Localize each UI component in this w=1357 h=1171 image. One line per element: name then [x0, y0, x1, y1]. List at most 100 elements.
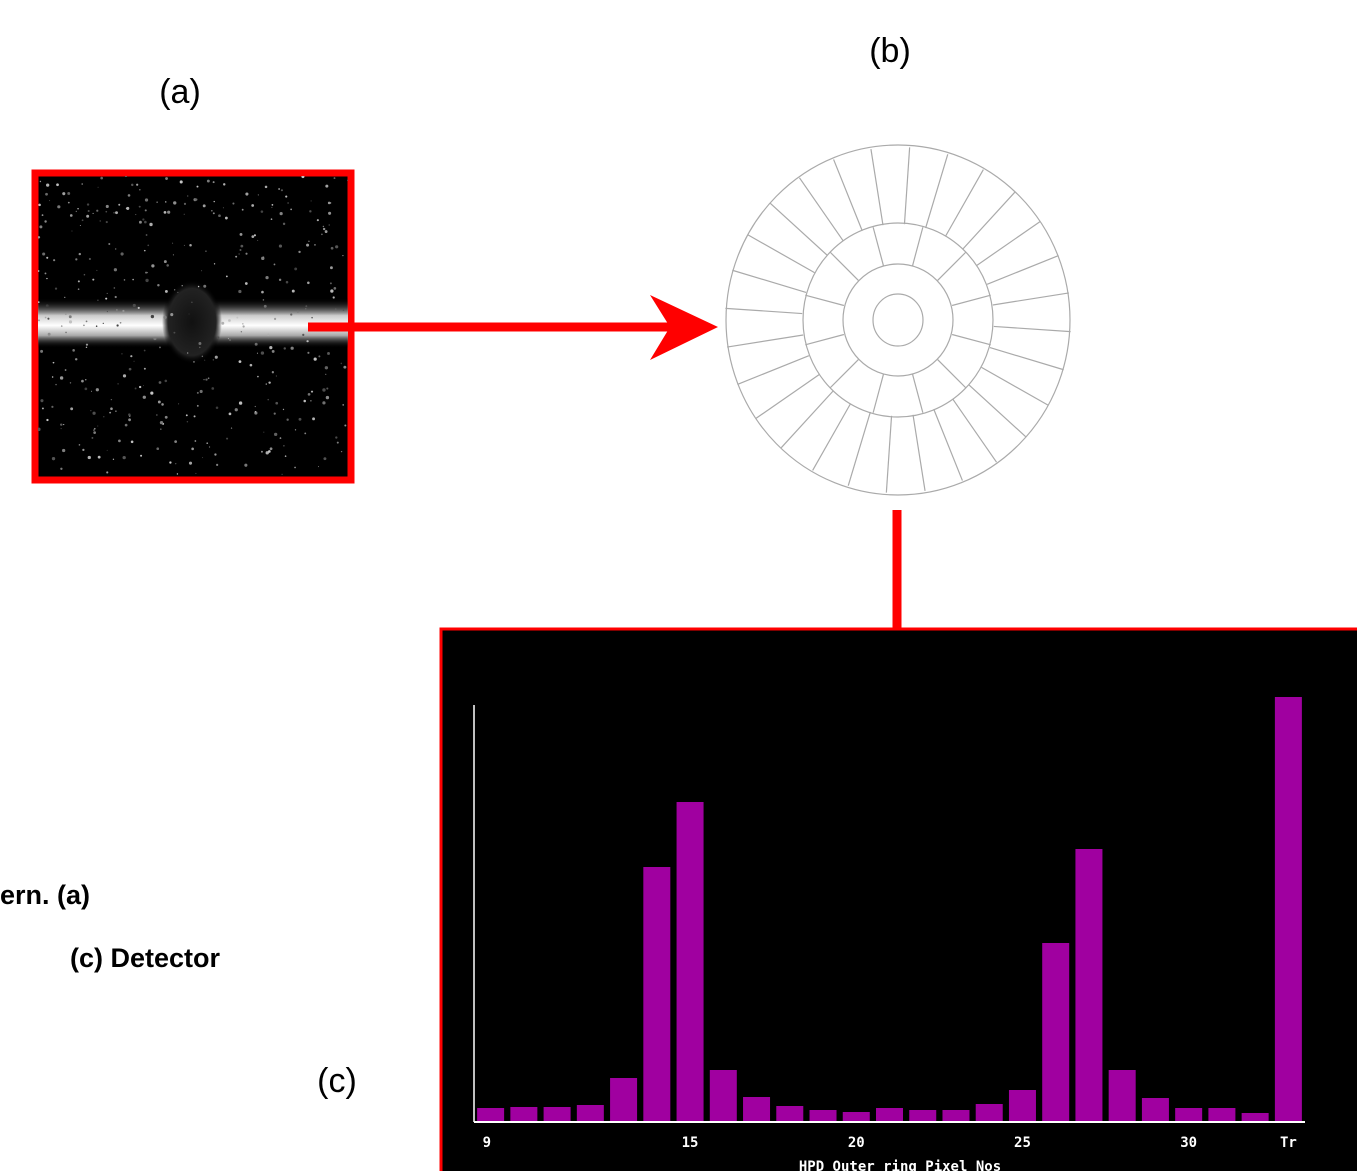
- speckle: [157, 284, 159, 286]
- speckle: [308, 393, 311, 396]
- speckle: [228, 338, 229, 339]
- speckle: [64, 297, 65, 298]
- speckle: [226, 438, 228, 440]
- speckle: [175, 463, 176, 464]
- speckle: [85, 379, 86, 380]
- speckle: [195, 473, 196, 474]
- speckle: [228, 319, 231, 322]
- panel-label: (b): [869, 32, 911, 70]
- speckle: [250, 364, 253, 367]
- speckle: [214, 263, 215, 264]
- segment-edge: [912, 374, 922, 413]
- segment-edge: [873, 227, 883, 266]
- x-tick-label: 30: [1180, 1135, 1197, 1151]
- speckle: [206, 442, 208, 444]
- speckle: [79, 444, 81, 446]
- segment-edge: [952, 334, 991, 344]
- speckle: [203, 285, 206, 288]
- speckle: [263, 432, 264, 433]
- speckle: [132, 279, 134, 281]
- speckle: [302, 334, 304, 336]
- segment-edge: [977, 221, 1040, 265]
- speckle: [165, 380, 168, 383]
- segment-edge: [805, 295, 844, 305]
- speckle: [261, 291, 264, 294]
- speckle: [311, 200, 312, 201]
- speckle: [86, 344, 88, 346]
- bar: [776, 1106, 803, 1122]
- speckle: [62, 449, 65, 452]
- speckle: [118, 440, 121, 443]
- speckle: [271, 207, 272, 208]
- speckle: [129, 368, 132, 371]
- speckle: [225, 217, 228, 220]
- speckle: [239, 401, 242, 404]
- speckle: [165, 290, 168, 293]
- speckle: [107, 450, 108, 451]
- segment-edge: [953, 399, 997, 462]
- speckle: [117, 383, 118, 384]
- speckle: [323, 457, 326, 460]
- speckle: [103, 323, 104, 324]
- speckle: [314, 244, 315, 245]
- speckle: [158, 400, 161, 403]
- speckle: [213, 212, 215, 214]
- speckle: [245, 282, 248, 285]
- speckle: [46, 278, 47, 279]
- segment-edge: [987, 256, 1058, 285]
- speckle: [254, 234, 256, 236]
- speckle: [115, 296, 117, 298]
- speckle: [245, 192, 248, 195]
- speckle: [81, 183, 83, 185]
- speckle: [264, 305, 267, 308]
- segment-edge: [737, 356, 808, 385]
- speckle: [156, 414, 158, 416]
- bar: [1109, 1070, 1136, 1122]
- speckle: [140, 455, 142, 457]
- speckle: [46, 419, 48, 421]
- speckle: [46, 183, 49, 186]
- bar: [477, 1108, 504, 1122]
- speckle: [115, 211, 118, 214]
- speckle: [283, 409, 284, 410]
- speckle: [341, 363, 343, 365]
- segment-edge: [799, 178, 843, 241]
- speckle: [276, 375, 277, 376]
- speckle: [46, 304, 49, 307]
- speckle: [82, 449, 84, 451]
- speckle: [323, 228, 325, 230]
- speckle: [321, 233, 323, 235]
- speckle: [272, 204, 274, 206]
- speckle: [139, 189, 140, 190]
- speckle: [292, 290, 295, 293]
- speckle: [111, 399, 112, 400]
- speckle: [96, 388, 99, 391]
- speckle: [221, 322, 224, 325]
- speckle: [195, 198, 197, 200]
- speckle: [223, 207, 224, 208]
- speckle: [107, 293, 108, 294]
- x-tick-label: 15: [682, 1135, 699, 1151]
- speckle: [255, 411, 256, 412]
- speckle: [307, 352, 309, 354]
- speckle: [343, 309, 345, 311]
- speckle: [337, 442, 339, 444]
- segment-edge: [770, 203, 827, 255]
- speckle: [281, 189, 283, 191]
- speckle: [308, 241, 309, 242]
- speckle: [305, 308, 306, 309]
- speckle: [291, 347, 294, 350]
- speckle: [191, 448, 194, 451]
- speckle: [53, 259, 55, 261]
- speckle: [45, 193, 48, 196]
- speckle: [165, 201, 167, 203]
- speckle: [266, 383, 267, 384]
- speckle: [272, 371, 274, 373]
- speckle: [184, 245, 185, 246]
- speckle: [42, 407, 44, 409]
- speckle: [69, 320, 72, 323]
- speckle: [231, 427, 232, 428]
- speckle: [109, 412, 111, 414]
- speckle: [49, 200, 50, 201]
- speckle: [329, 224, 330, 225]
